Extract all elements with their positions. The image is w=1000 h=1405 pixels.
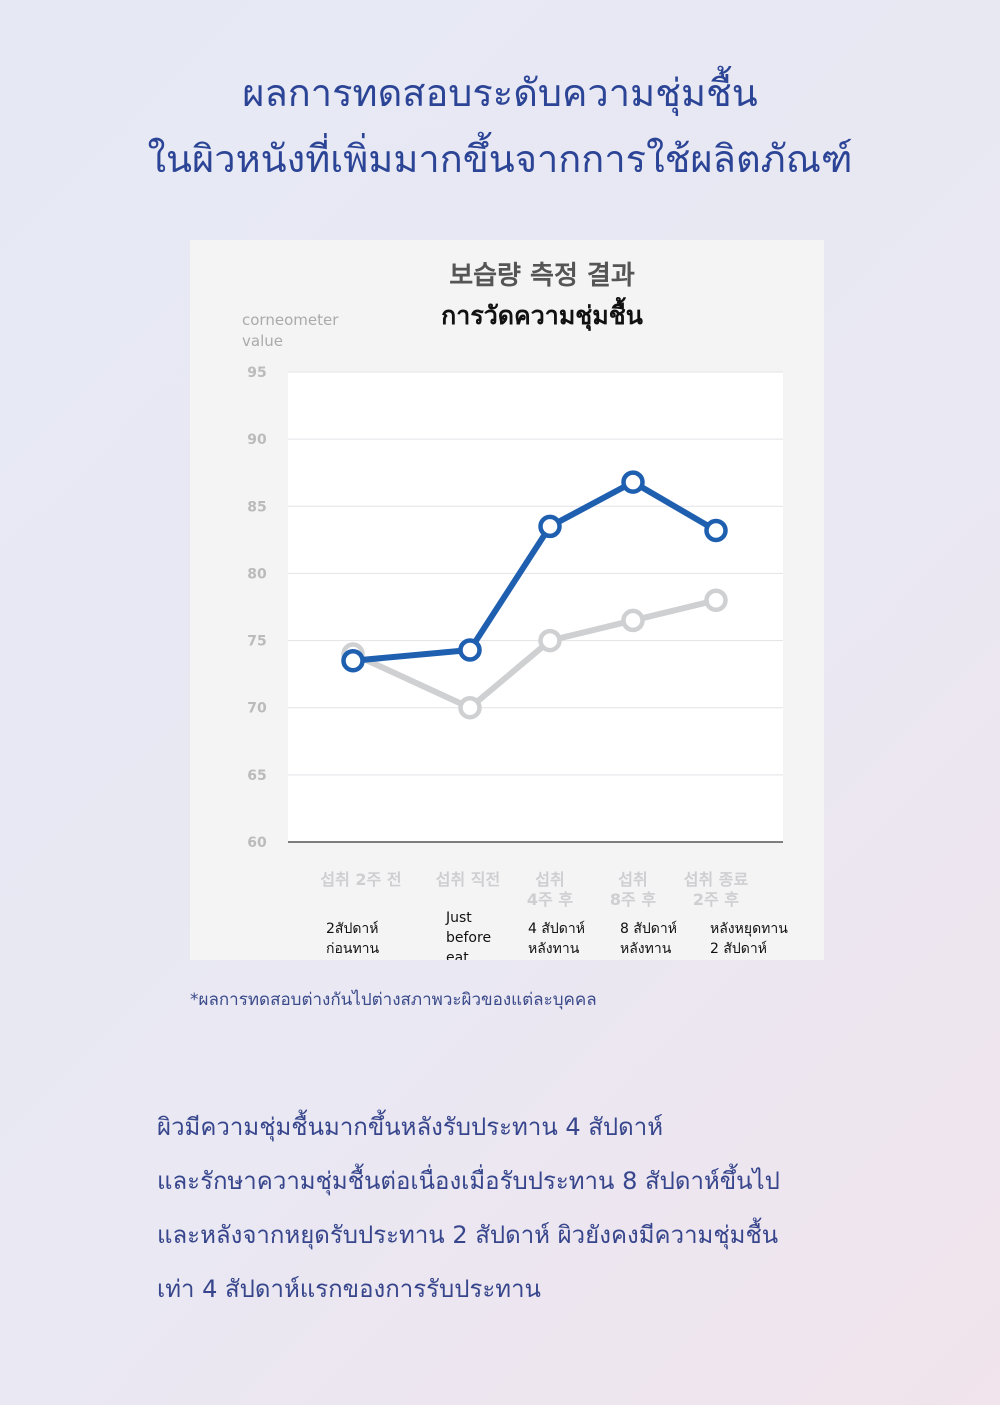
y-tick-label: 85 [247,499,266,515]
thai-category-label: before [446,930,491,946]
description-line: ผิวมีความชุ่มชื้นมากขึ้นหลังรับประทาน 4 … [157,1113,664,1141]
description-line: เท่า 4 สัปดาห์แรกของการรับประทาน [157,1275,541,1303]
y-axis-label: corneometer value [242,311,339,350]
y-tick-label: 95 [247,365,266,381]
grid-layer [288,371,783,843]
x-tick-label: 섭취 종료 [684,870,749,889]
description-line: และหลังจากหยุดรับประทาน 2 สัปดาห์ ผิวยัง… [157,1221,779,1249]
x-tick-label: 2주 후 [693,890,739,909]
headline-line-1: ผลการทดสอบระดับความชุ่มชื้น [242,71,758,115]
data-point [538,628,562,653]
thai-category-label: eat [446,950,469,960]
x-tick-label: 섭취 [535,870,564,889]
data-point [704,518,728,543]
data-point [704,588,728,613]
chart-title: 보습량 측정 결과 [449,261,635,291]
chart-card: 보습량 측정 결과 การวัดความชุ่มชื้น corneometer… [190,240,824,960]
thai-category-label: หลังทาน [528,941,580,957]
y-tick-labels: 95 90 85 80 75 70 65 60 [247,365,267,851]
y-tick-label: 65 [247,768,266,784]
y-tick-label: 60 [247,835,267,851]
x-tick-label: 섭취 직전 [436,870,500,889]
headline-line-2: ในผิวหนังที่เพิ่มมากขึ้นจากการใช้ผลิตภัณ… [147,137,853,181]
data-point [458,638,482,662]
data-point [458,695,482,720]
thai-category-label: 4 สัปดาห์ [528,920,585,937]
y-axis-label-line: corneometer [242,311,339,329]
thai-category-label: หลังหยุดทาน [710,921,788,937]
y-axis-label-line: value [242,332,283,350]
thai-category-label: 8 สัปดาห์ [620,920,677,937]
thai-category-label: Just [445,910,472,926]
y-tick-label: 90 [247,432,267,448]
description-line: และรักษาความชุ่มชื้นต่อเนื่องเมื่อรับประ… [157,1167,780,1195]
thai-category-label: ก่อนทาน [326,941,380,957]
data-point [621,470,645,494]
thai-category-label: 2 สัปดาห์ [710,940,767,957]
y-tick-label: 80 [247,566,267,582]
x-tick-label: 4주 후 [527,890,573,909]
chart-subtitle: การวัดความชุ่มชื้น [441,296,643,332]
x-tick-label: 섭취 2주 전 [320,870,401,889]
moisture-line-chart: 보습량 측정 결과 การวัดความชุ่มชื้น corneometer… [242,261,788,960]
thai-category-label: หลังทาน [620,941,672,957]
x-tick-label: 8주 후 [610,890,656,909]
y-tick-label: 75 [247,634,266,650]
data-point [538,514,562,539]
data-point [341,648,365,673]
series-layer [341,470,728,720]
description: ผิวมีความชุ่มชื้นมากขึ้นหลังรับประทาน 4 … [157,1100,917,1316]
footnote: *ผลการทดสอบต่างกันไปต่างสภาพวะผิวของแต่ล… [190,990,597,1010]
data-point [621,608,645,633]
y-tick-label: 70 [247,701,267,717]
thai-category-label: 2สัปดาห์ [326,920,379,937]
x-tick-label: 섭취 [618,870,647,889]
